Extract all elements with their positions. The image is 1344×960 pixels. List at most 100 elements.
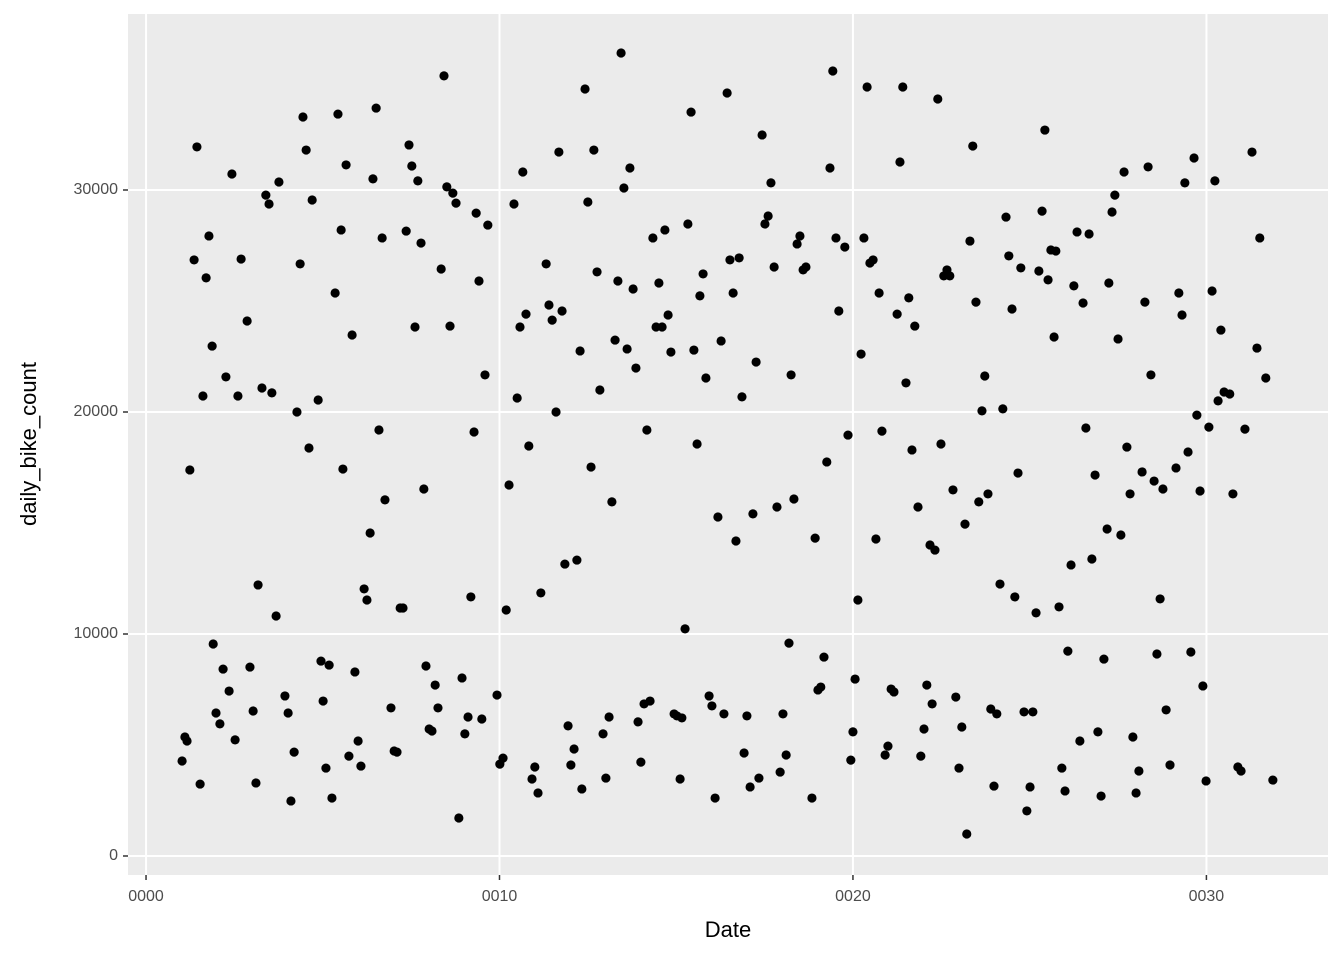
point xyxy=(810,533,820,543)
y-axis-title: daily_bike_count xyxy=(16,362,41,526)
point xyxy=(1261,373,1271,383)
point xyxy=(541,259,551,269)
point xyxy=(1255,233,1265,243)
point xyxy=(871,534,881,544)
point xyxy=(880,750,890,760)
point xyxy=(289,747,299,757)
point xyxy=(1028,707,1038,717)
point xyxy=(1207,286,1217,296)
point xyxy=(304,443,314,453)
point xyxy=(745,782,755,792)
x-tick-label: 0030 xyxy=(1189,888,1225,905)
point xyxy=(868,255,878,265)
point xyxy=(421,661,431,671)
point xyxy=(698,269,708,279)
point xyxy=(442,182,452,192)
point xyxy=(248,706,258,716)
point xyxy=(324,660,334,670)
point xyxy=(763,211,773,221)
point xyxy=(1081,423,1091,433)
point xyxy=(998,404,1008,414)
point xyxy=(515,322,525,332)
point xyxy=(201,273,211,283)
point xyxy=(316,656,326,666)
point xyxy=(919,724,929,734)
point xyxy=(313,395,323,405)
point xyxy=(960,519,970,529)
point xyxy=(1216,325,1226,335)
point xyxy=(1247,147,1257,157)
point xyxy=(551,407,561,417)
point xyxy=(1054,602,1064,612)
point xyxy=(274,177,284,187)
point xyxy=(318,696,328,706)
point xyxy=(233,391,243,401)
point xyxy=(728,288,738,298)
point xyxy=(230,735,240,745)
point xyxy=(904,293,914,303)
point xyxy=(436,264,446,274)
point xyxy=(1087,554,1097,564)
point xyxy=(1084,229,1094,239)
point xyxy=(631,363,641,373)
point xyxy=(377,233,387,243)
point xyxy=(1158,484,1168,494)
point xyxy=(356,761,366,771)
point xyxy=(789,494,799,504)
point xyxy=(257,383,267,393)
point xyxy=(1128,732,1138,742)
point xyxy=(1022,806,1032,816)
point xyxy=(913,502,923,512)
point xyxy=(843,430,853,440)
point xyxy=(1165,760,1175,770)
point xyxy=(607,497,617,507)
point xyxy=(1031,608,1041,618)
point xyxy=(645,696,655,706)
point xyxy=(992,709,1002,719)
point xyxy=(766,178,776,188)
point xyxy=(480,370,490,380)
point xyxy=(648,233,658,243)
point xyxy=(801,262,811,272)
point xyxy=(619,183,629,193)
point xyxy=(353,736,363,746)
point xyxy=(307,195,317,205)
point xyxy=(654,278,664,288)
point xyxy=(636,757,646,767)
point xyxy=(889,687,899,697)
point xyxy=(509,199,519,209)
point xyxy=(301,145,311,155)
point xyxy=(692,439,702,449)
point xyxy=(286,796,296,806)
point xyxy=(725,255,735,265)
point xyxy=(527,774,537,784)
point xyxy=(1051,246,1061,256)
point xyxy=(877,426,887,436)
point xyxy=(983,489,993,499)
point xyxy=(1192,410,1202,420)
point xyxy=(701,373,711,383)
point xyxy=(1240,424,1250,434)
point xyxy=(227,169,237,179)
point xyxy=(1007,304,1017,314)
point xyxy=(1110,190,1120,200)
point xyxy=(757,130,767,140)
point xyxy=(1075,736,1085,746)
point xyxy=(686,107,696,117)
point xyxy=(1069,281,1079,291)
point xyxy=(1131,788,1141,798)
point xyxy=(695,291,705,301)
point xyxy=(822,457,832,467)
point xyxy=(1143,162,1153,172)
point xyxy=(751,357,761,367)
point xyxy=(898,82,908,92)
point xyxy=(819,652,829,662)
point xyxy=(518,167,528,177)
point xyxy=(853,595,863,605)
point xyxy=(261,190,271,200)
point xyxy=(980,371,990,381)
point xyxy=(563,721,573,731)
point xyxy=(598,729,608,739)
point xyxy=(927,699,937,709)
point xyxy=(974,497,984,507)
